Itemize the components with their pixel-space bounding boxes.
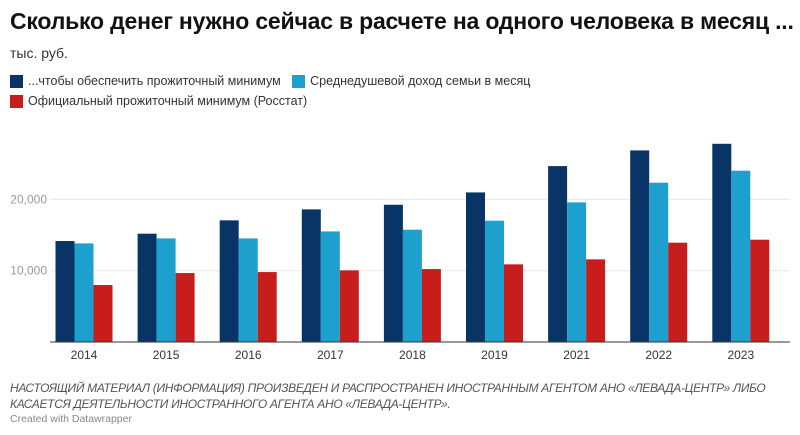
- bar-2015-series-3: [175, 273, 195, 342]
- bar-2015-series-1: [137, 233, 157, 342]
- bar-2018-series-1: [383, 204, 403, 342]
- x-tick-label: 2018: [399, 348, 426, 362]
- legend-item-subsistence-needed: ...чтобы обеспечить прожиточный минимум: [10, 71, 281, 91]
- legend: ...чтобы обеспечить прожиточный минимум …: [10, 71, 570, 111]
- bar-2021-series-3: [586, 259, 606, 342]
- bar-2021-series-2: [567, 202, 587, 342]
- y-tick-label: 10,000: [10, 264, 47, 278]
- chart-subtitle: тыс. руб.: [10, 45, 68, 61]
- bar-2017-series-1: [301, 209, 321, 342]
- legend-label: Среднедушевой доход семьи в месяц: [310, 74, 531, 88]
- bar-2019-series-1: [466, 192, 485, 342]
- bar-2014-series-1: [55, 241, 75, 342]
- x-tick-label: 2017: [317, 348, 344, 362]
- foreign-agent-notice: НАСТОЯЩИЙ МАТЕРИАЛ (ИНФОРМАЦИЯ) ПРОИЗВЕД…: [10, 381, 766, 411]
- bar-2023-series-2: [731, 170, 751, 342]
- bar-2016-series-2: [238, 238, 258, 342]
- bar-2014-series-3: [93, 285, 113, 342]
- credit: Created with Datawrapper: [10, 413, 132, 425]
- legend-swatch: [10, 74, 23, 88]
- bar-2015-series-2: [156, 238, 176, 342]
- legend-item-income: Среднедушевой доход семьи в месяц: [292, 71, 530, 91]
- legend-swatch: [292, 74, 306, 88]
- legend-swatch: [10, 94, 23, 108]
- bar-2018-series-2: [402, 229, 422, 342]
- bar-2019-series-3: [504, 264, 523, 342]
- bar-2016-series-1: [219, 220, 239, 342]
- x-tick-label: 2016: [235, 348, 262, 362]
- legend-label: Официальный прожиточный минимум (Росстат…: [28, 94, 308, 108]
- bar-2019-series-2: [485, 220, 504, 342]
- bar-2018-series-3: [421, 269, 441, 342]
- x-tick-label: 2014: [71, 348, 98, 362]
- x-tick-label: 2023: [727, 348, 754, 362]
- bar-2023-series-1: [712, 143, 732, 342]
- bar-2016-series-3: [257, 272, 277, 342]
- chart-title: Сколько денег нужно сейчас в расчете на …: [10, 8, 794, 34]
- x-tick-label: 2019: [481, 348, 508, 362]
- legend-label: ...чтобы обеспечить прожиточный минимум: [28, 74, 281, 88]
- bar-2023-series-3: [750, 239, 770, 342]
- x-tick-label: 2021: [563, 348, 590, 362]
- x-tick-label: 2022: [645, 348, 672, 362]
- bar-2017-series-2: [320, 231, 340, 342]
- x-tick-label: 2015: [153, 348, 180, 362]
- bar-2014-series-2: [74, 243, 94, 342]
- legend-item-official-minimum: Официальный прожиточный минимум (Росстат…: [10, 91, 307, 111]
- bar-2022-series-2: [649, 182, 669, 342]
- bar-2021-series-1: [548, 166, 568, 342]
- bar-2017-series-3: [339, 270, 359, 342]
- bar-2022-series-1: [630, 150, 650, 342]
- y-tick-label: 20,000: [10, 192, 47, 206]
- bar-2022-series-3: [668, 242, 688, 342]
